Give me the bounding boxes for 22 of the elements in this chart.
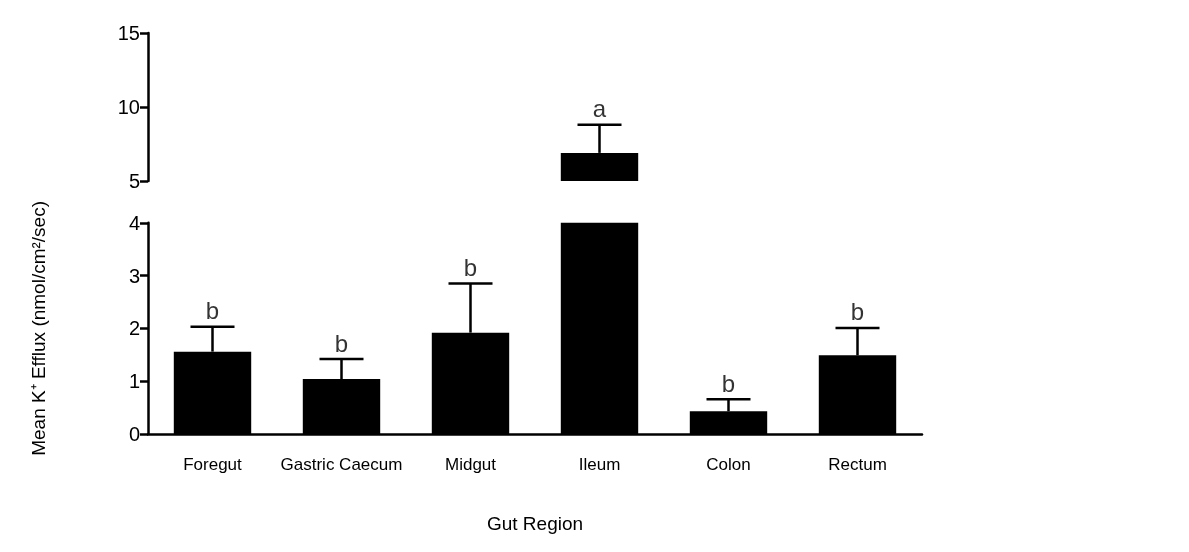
y-tick-label: 1 xyxy=(128,370,140,393)
y-tick-label: 2 xyxy=(128,317,140,340)
x-axis-title: Gut Region xyxy=(486,513,584,534)
x-tick-label: Ileum xyxy=(578,455,621,474)
y-axis-title: Mean K⁺ Efflux (nmol/cm²/sec) xyxy=(28,201,49,456)
annotation: a xyxy=(592,95,607,123)
annotation: b xyxy=(463,254,478,282)
y-tick-label: 3 xyxy=(128,264,140,287)
x-tick-label: Colon xyxy=(706,455,751,474)
y-tick-label: 4 xyxy=(128,211,140,234)
y-tick-label: 0 xyxy=(128,423,140,445)
annotation: b xyxy=(334,329,349,357)
annotation: b xyxy=(205,297,220,325)
x-tick-label: Foregut xyxy=(183,455,243,474)
x-tick-label: Midgut xyxy=(444,455,497,474)
annotation: b xyxy=(721,369,736,397)
x-tick-label: Rectum xyxy=(828,455,887,474)
y-tick-label: 5 xyxy=(128,170,140,192)
y-tick-label: 10 xyxy=(117,96,140,118)
annotation: b xyxy=(850,298,865,326)
y-tick-label: 15 xyxy=(117,22,140,44)
x-tick-label: Gastric Caecum xyxy=(280,455,403,474)
